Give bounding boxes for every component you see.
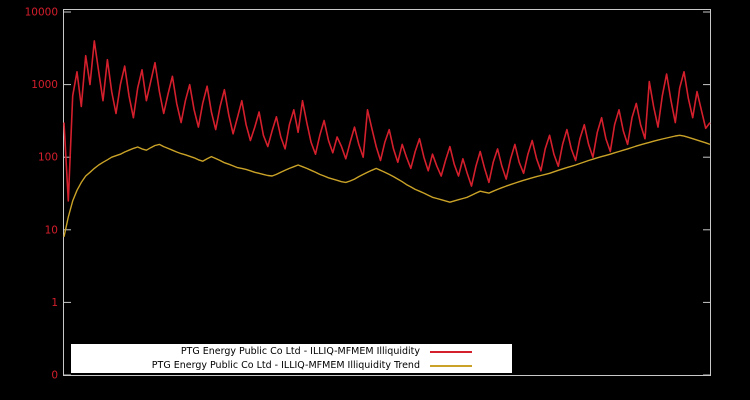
y-axis-tick-label: 100 <box>38 152 58 164</box>
y-axis-tick-label: 10000 <box>25 7 58 19</box>
series-trend-line <box>63 134 711 237</box>
legend-label-illiquidity: PTG Energy Public Co Ltd - ILLIQ-MFMEM I… <box>180 346 420 357</box>
series-illiquidity-line <box>63 40 711 202</box>
y-axis-tick-label: 0 <box>51 370 58 382</box>
legend-line-sample-trend <box>430 364 472 367</box>
legend-label-trend: PTG Energy Public Co Ltd - ILLIQ-MFMEM I… <box>151 360 420 371</box>
plot-border <box>63 9 711 376</box>
legend: PTG Energy Public Co Ltd - ILLIQ-MFMEM I… <box>71 344 512 373</box>
y-axis-tick-label: 10 <box>45 224 58 236</box>
legend-line-sample-illiquidity <box>430 350 472 353</box>
y-axis-tick-label: 1 <box>51 297 58 309</box>
y-axis-tick-label: 1000 <box>31 79 58 91</box>
legend-item-trend: PTG Energy Public Co Ltd - ILLIQ-MFMEM I… <box>71 359 512 372</box>
legend-item-illiquidity: PTG Energy Public Co Ltd - ILLIQ-MFMEM I… <box>71 345 512 358</box>
